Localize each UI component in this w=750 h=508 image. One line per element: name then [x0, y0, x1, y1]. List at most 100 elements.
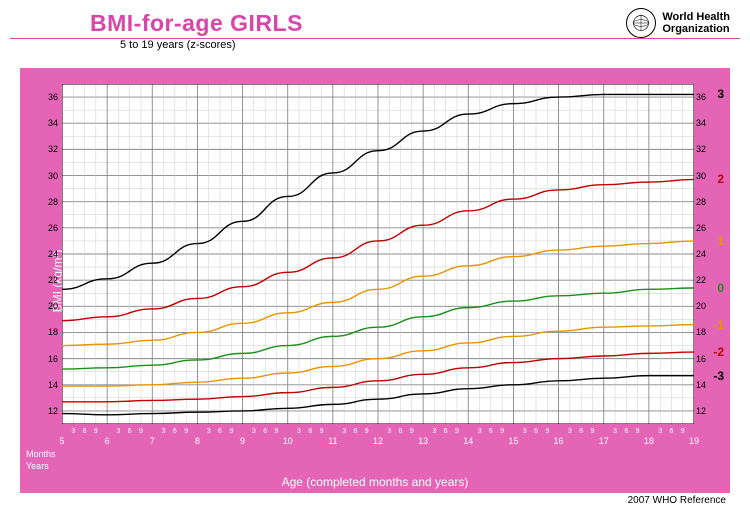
x-tick-month: 6: [83, 428, 87, 435]
z-score-label: 3: [717, 87, 724, 101]
y-tick-label: 22: [696, 275, 710, 285]
y-tick-label: 26: [696, 223, 710, 233]
y-tick-label: 24: [44, 249, 58, 259]
y-tick-label: 36: [696, 92, 710, 102]
x-tick-month: 6: [263, 428, 267, 435]
page-subtitle: 5 to 19 years (z-scores): [120, 39, 720, 51]
who-line1: World Health: [662, 11, 730, 23]
x-tick-month: 6: [489, 428, 493, 435]
x-row-years-label: Years: [26, 461, 49, 471]
x-tick-month: 9: [274, 428, 278, 435]
x-tick-year: 6: [105, 436, 110, 446]
x-tick-month: 3: [116, 428, 120, 435]
x-tick-month: 9: [681, 428, 685, 435]
who-emblem-icon: [626, 8, 656, 38]
x-tick-month: 9: [139, 428, 143, 435]
chart-frame: BMI (kg/m²) 1212141416161818202022222424…: [20, 68, 730, 493]
x-tick-year: 14: [463, 436, 473, 446]
x-tick-month: 9: [636, 428, 640, 435]
footer-reference: 2007 WHO Reference: [628, 495, 726, 506]
x-tick-month: 9: [410, 428, 414, 435]
x-tick-month: 6: [399, 428, 403, 435]
x-tick-year: 8: [195, 436, 200, 446]
who-line2: Organization: [662, 23, 730, 35]
x-tick-month: 3: [523, 428, 527, 435]
x-tick-year: 9: [240, 436, 245, 446]
chart-svg: [62, 84, 694, 424]
x-tick-month: 6: [353, 428, 357, 435]
y-tick-label: 14: [696, 380, 710, 390]
y-tick-label: 14: [44, 380, 58, 390]
z-score-label: -2: [713, 345, 724, 359]
title-rule: [10, 38, 740, 39]
y-tick-label: 34: [696, 118, 710, 128]
x-tick-month: 3: [71, 428, 75, 435]
y-tick-label: 12: [44, 406, 58, 416]
x-row-months-label: Months: [26, 449, 56, 459]
x-tick-month: 3: [613, 428, 617, 435]
x-tick-month: 3: [252, 428, 256, 435]
chart-plot-area: 1212141416161818202022222424262628283030…: [62, 84, 694, 424]
x-tick-month: 6: [444, 428, 448, 435]
x-tick-year: 10: [283, 436, 293, 446]
x-tick-month: 9: [545, 428, 549, 435]
x-tick-month: 6: [218, 428, 222, 435]
y-tick-label: 28: [696, 197, 710, 207]
x-tick-year: 19: [689, 436, 699, 446]
y-tick-label: 16: [696, 354, 710, 364]
z-score-label: 2: [717, 172, 724, 186]
x-tick-month: 6: [579, 428, 583, 435]
who-logo-text: World Health Organization: [662, 11, 730, 35]
z-score-label: -3: [713, 369, 724, 383]
x-tick-year: 17: [599, 436, 609, 446]
z-score-label: 0: [717, 281, 724, 295]
x-tick-month: 9: [590, 428, 594, 435]
x-tick-year: 15: [508, 436, 518, 446]
x-tick-month: 6: [534, 428, 538, 435]
z-score-label: -1: [713, 318, 724, 332]
x-tick-month: 3: [342, 428, 346, 435]
x-axis-label: Age (completed months and years): [282, 475, 469, 489]
x-tick-month: 3: [162, 428, 166, 435]
y-tick-label: 32: [696, 144, 710, 154]
x-tick-year: 11: [328, 436, 337, 446]
x-tick-month: 6: [308, 428, 312, 435]
y-tick-label: 16: [44, 354, 58, 364]
y-tick-label: 20: [44, 301, 58, 311]
x-tick-year: 16: [554, 436, 564, 446]
y-tick-label: 18: [44, 327, 58, 337]
x-tick-month: 3: [478, 428, 482, 435]
x-tick-month: 3: [207, 428, 211, 435]
x-tick-month: 9: [455, 428, 459, 435]
y-tick-label: 34: [44, 118, 58, 128]
y-tick-label: 24: [696, 249, 710, 259]
x-tick-year: 7: [150, 436, 155, 446]
y-tick-label: 18: [696, 327, 710, 337]
x-tick-month: 3: [387, 428, 391, 435]
x-tick-year: 18: [644, 436, 654, 446]
header: BMI-for-age GIRLS 5 to 19 years (z-score…: [0, 0, 750, 58]
y-tick-label: 32: [44, 144, 58, 154]
y-tick-label: 28: [44, 197, 58, 207]
x-tick-month: 9: [229, 428, 233, 435]
x-tick-year: 12: [373, 436, 383, 446]
who-logo: World Health Organization: [626, 8, 730, 38]
z-score-label: 1: [717, 234, 724, 248]
x-tick-month: 3: [568, 428, 572, 435]
x-tick-month: 3: [432, 428, 436, 435]
x-tick-month: 9: [500, 428, 504, 435]
y-tick-label: 22: [44, 275, 58, 285]
y-tick-label: 12: [696, 406, 710, 416]
x-tick-month: 9: [365, 428, 369, 435]
x-tick-month: 6: [669, 428, 673, 435]
x-tick-month: 6: [128, 428, 132, 435]
y-tick-label: 26: [44, 223, 58, 233]
y-tick-label: 36: [44, 92, 58, 102]
x-tick-month: 3: [658, 428, 662, 435]
y-tick-label: 30: [44, 171, 58, 181]
x-tick-month: 9: [184, 428, 188, 435]
y-tick-label: 30: [696, 171, 710, 181]
x-tick-month: 6: [624, 428, 628, 435]
x-tick-month: 9: [94, 428, 98, 435]
x-tick-month: 3: [297, 428, 301, 435]
